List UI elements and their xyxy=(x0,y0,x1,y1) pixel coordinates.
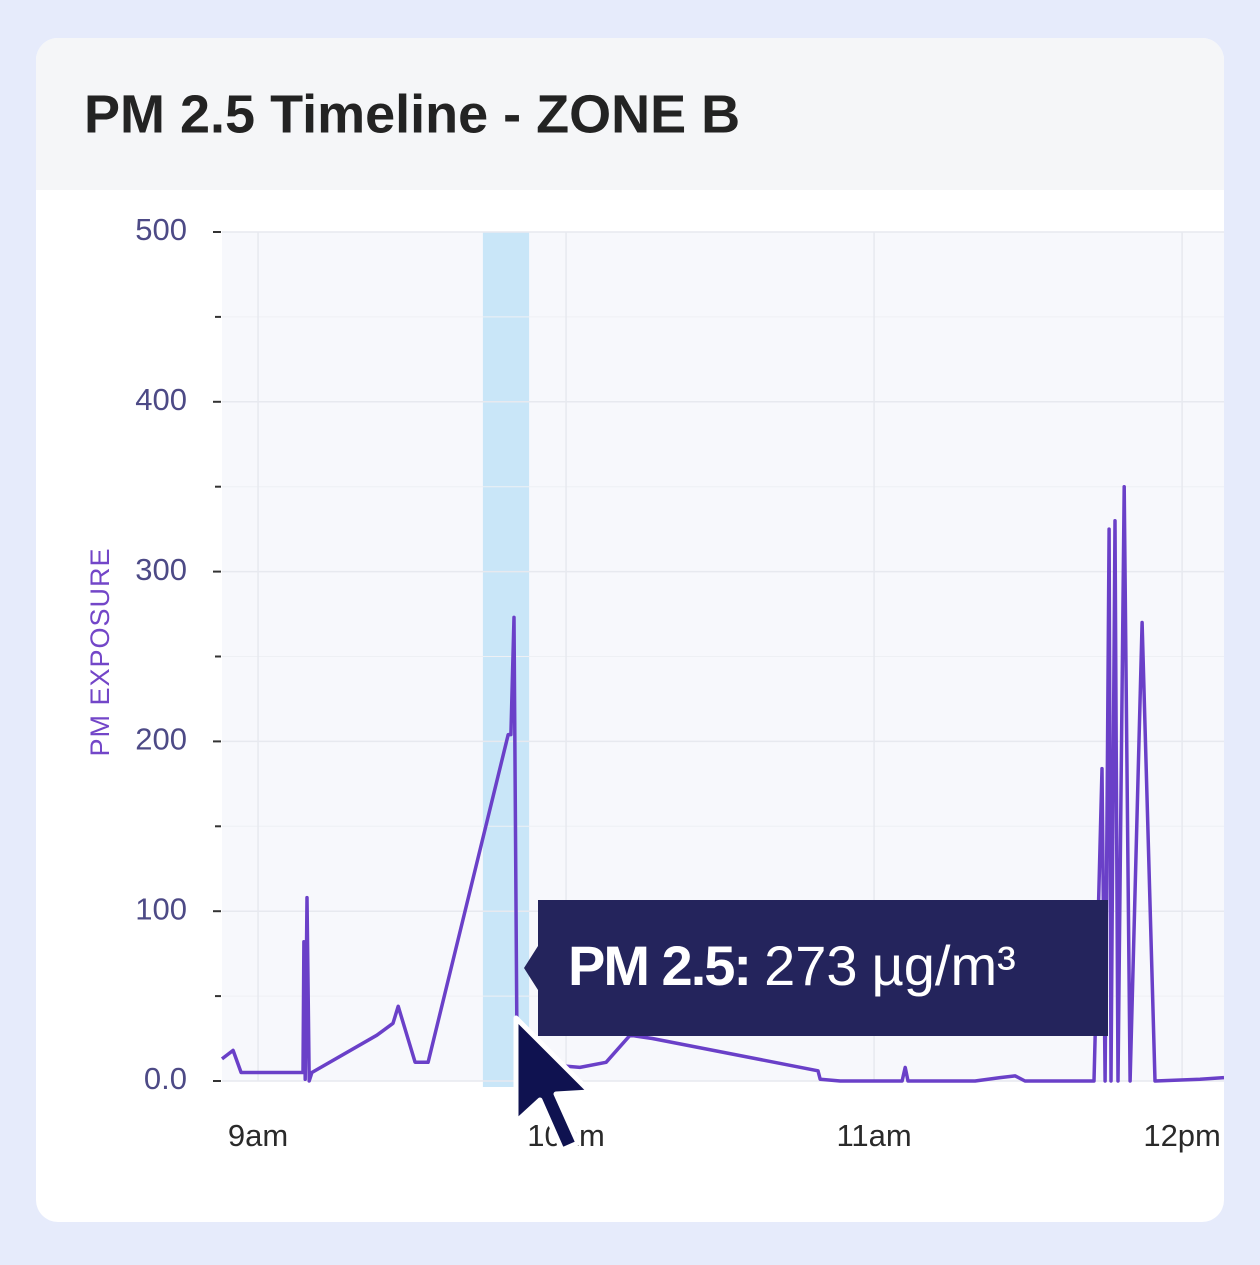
tooltip-unit: µg/m³ xyxy=(872,934,1016,997)
x-tick-label: 11am xyxy=(836,1118,911,1153)
y-tick-label: 0.0 xyxy=(144,1061,187,1096)
y-tick-label: 500 xyxy=(135,212,187,247)
x-tick-label: 12pm xyxy=(1143,1118,1221,1153)
y-tick-label: 400 xyxy=(135,382,187,417)
chart-title: PM 2.5 Timeline - ZONE B xyxy=(84,84,740,144)
data-line xyxy=(220,484,1224,1083)
tooltip-value: 273 xyxy=(764,934,857,997)
highlight-band xyxy=(482,232,530,1087)
tooltip-label: PM 2.5: xyxy=(568,934,750,997)
y-axis-title: PM EXPOSURE xyxy=(85,547,115,756)
y-tick-label: 200 xyxy=(135,722,187,757)
x-tick-label: 9am xyxy=(228,1118,288,1153)
tooltip: PM 2.5: 273 µg/m³ xyxy=(524,900,1108,1036)
y-tick-label: 300 xyxy=(135,552,187,587)
y-tick-label: 100 xyxy=(135,891,187,926)
cursor xyxy=(513,1015,593,1153)
tooltip-box xyxy=(524,900,1108,1036)
card-header xyxy=(36,38,1224,190)
tooltip-text: PM 2.5: 273 µg/m³ xyxy=(568,934,1016,997)
